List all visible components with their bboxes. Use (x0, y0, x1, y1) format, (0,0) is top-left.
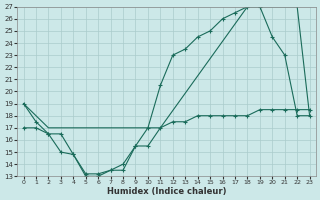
X-axis label: Humidex (Indice chaleur): Humidex (Indice chaleur) (107, 187, 226, 196)
